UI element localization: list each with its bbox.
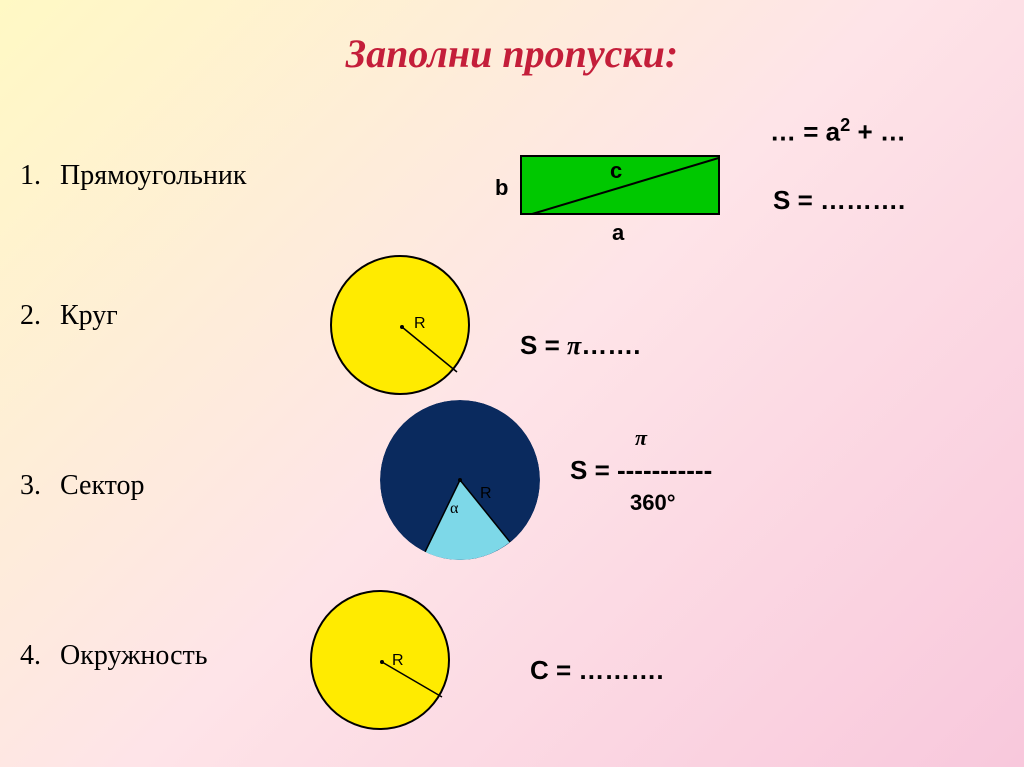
rect-label-c: c — [610, 158, 622, 184]
circumference-shape: R — [310, 590, 450, 730]
item-1-label: Прямоугольник — [60, 160, 246, 192]
circumference-radius-line — [312, 592, 452, 732]
item-3-label: Сектор — [60, 470, 145, 502]
circle-shape: R — [330, 255, 470, 395]
sector-alpha-label: α — [450, 500, 458, 518]
rect-label-b: b — [495, 175, 508, 201]
circle-r-label: R — [414, 315, 426, 333]
circle-radius-line — [332, 257, 472, 397]
item-1-num: 1. — [20, 160, 41, 192]
sector-formula-denom: 360° — [630, 490, 676, 516]
sector-pi: π — [635, 425, 647, 451]
item-2-num: 2. — [20, 300, 41, 332]
sector-shape: R α — [380, 400, 540, 560]
rect-formula-1: … = a2 + … — [770, 115, 906, 148]
item-2-label: Круг — [60, 300, 118, 332]
item-4-label: Окружность — [60, 640, 208, 672]
page-title: Заполни пропуски: — [0, 30, 1024, 77]
circle-formula: S = π……. — [520, 330, 640, 361]
item-4-num: 4. — [20, 640, 41, 672]
circumference-formula: C = ………. — [530, 655, 664, 686]
rect-label-a: a — [612, 220, 624, 246]
rect-formula-2: S = ………. — [773, 185, 905, 216]
sector-r-label: R — [480, 485, 492, 503]
item-3-num: 3. — [20, 470, 41, 502]
sector-formula-s: S = ----------- — [570, 455, 712, 486]
sector-svg — [380, 400, 540, 560]
circumference-r-label: R — [392, 652, 404, 670]
